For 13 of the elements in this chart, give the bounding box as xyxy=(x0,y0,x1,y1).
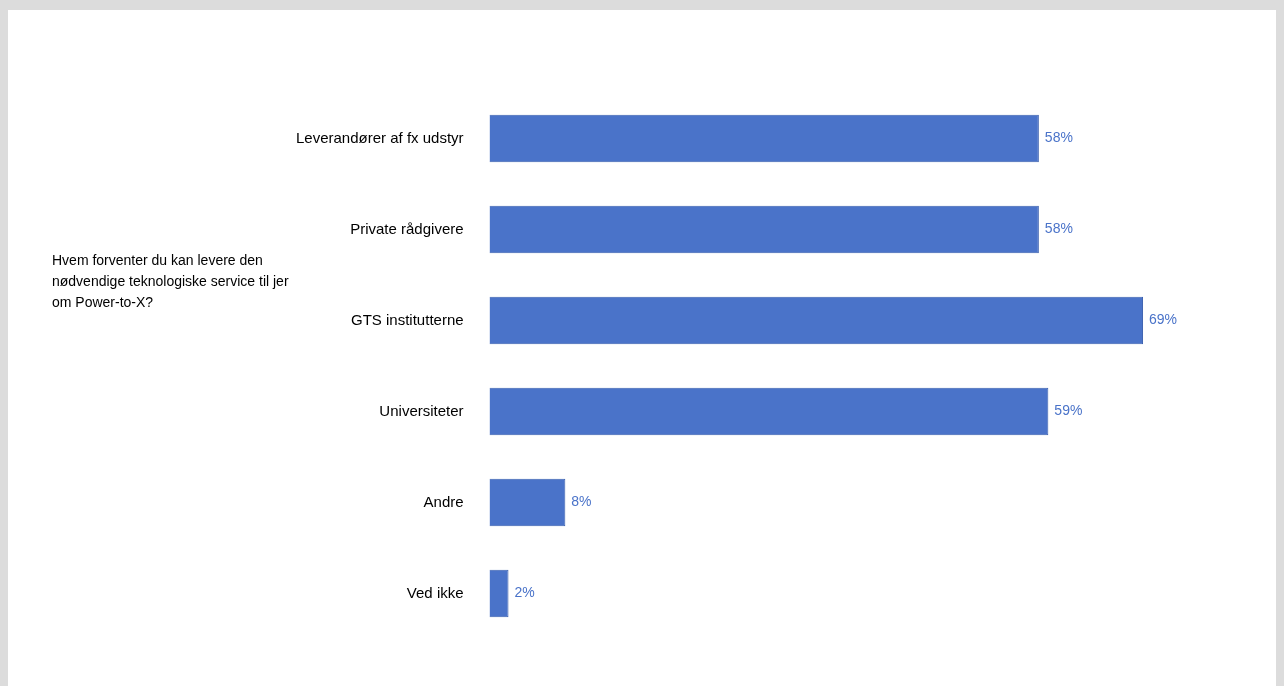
y-tick-label: Private rådgivere xyxy=(350,219,464,237)
y-tick-label: Leverandører af fx udstyr xyxy=(295,128,464,146)
y-tick-label: Andre xyxy=(423,492,464,510)
data-label: 8% xyxy=(571,493,592,510)
data-label: 58% xyxy=(1044,129,1073,146)
data-label: 2% xyxy=(514,584,535,601)
text: Hvem forventer du kan levere den nødvendige teknologiske service til jer om Power-to-X? xyxy=(52,251,290,312)
y-tick-label: GTS institutterne xyxy=(351,310,464,328)
y-tick-label: Universiteter xyxy=(379,401,464,419)
data-label: 58% xyxy=(1044,220,1073,237)
data-label: 69% xyxy=(1149,311,1178,328)
data-label: 59% xyxy=(1054,402,1083,419)
y-tick-label: Ved ikke xyxy=(406,583,464,601)
